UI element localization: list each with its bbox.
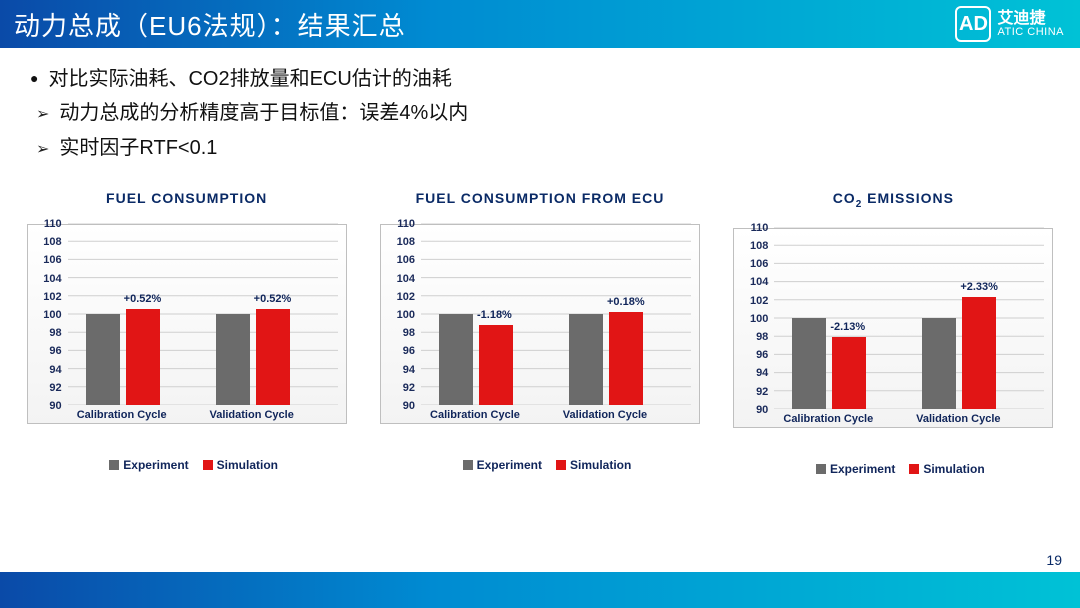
- y-tick-label: 102: [385, 291, 415, 303]
- y-tick-label: 100: [385, 309, 415, 321]
- y-tick-label: 110: [385, 218, 415, 230]
- bullet-item: 动力总成的分析精度高于目标值：误差4%以内: [30, 96, 468, 130]
- chart: FUEL CONSUMPTION FROM ECU 90 92 94 96 98 100 10…: [370, 190, 710, 476]
- bar-simulation: [609, 312, 643, 405]
- bullet-item: 实时因子RTF<0.1: [30, 131, 468, 165]
- plot-inner: +0.52%Calibration Cycle+0.52%Validation …: [68, 225, 338, 405]
- logo: AD 艾迪捷 ATIC CHINA: [955, 6, 1064, 42]
- y-tick-label: 108: [32, 236, 62, 248]
- y-tick-label: 100: [738, 313, 768, 325]
- x-category-label: Calibration Cycle: [415, 409, 535, 421]
- y-tick-label: 98: [738, 331, 768, 343]
- x-category-label: Calibration Cycle: [768, 413, 888, 425]
- chart: FUEL CONSUMPTION 90 92 94 96 98 100 102 104 106 10…: [17, 190, 357, 476]
- logo-text: 艾迪捷 ATIC CHINA: [997, 11, 1064, 38]
- y-tick-label: 90: [32, 400, 62, 412]
- y-tick-label: 90: [738, 404, 768, 416]
- legend-label-simulation: Simulation: [570, 458, 631, 472]
- y-tick-label: 96: [32, 345, 62, 357]
- legend-label-simulation: Simulation: [217, 458, 278, 472]
- x-category-label: Validation Cycle: [898, 413, 1018, 425]
- chart-title: FUEL CONSUMPTION: [17, 190, 357, 206]
- bar-experiment: [922, 318, 956, 409]
- bar-experiment: [792, 318, 826, 409]
- legend-swatch-simulation: [556, 460, 566, 470]
- y-tick-label: 92: [738, 386, 768, 398]
- chart-title: FUEL CONSUMPTION FROM ECU: [370, 190, 710, 206]
- y-tick-label: 92: [32, 382, 62, 394]
- y-tick-label: 96: [385, 345, 415, 357]
- bullet-list: 对比实际油耗、CO2排放量和ECU估计的油耗 动力总成的分析精度高于目标值：误差…: [30, 62, 468, 165]
- y-tick-label: 106: [738, 258, 768, 270]
- plot-area: 9092949698100102104106108110+0.52%Calibr…: [27, 224, 347, 424]
- y-tick-label: 98: [32, 327, 62, 339]
- legend-label-experiment: Experiment: [123, 458, 188, 472]
- page-number: 19: [1046, 552, 1062, 568]
- y-tick-label: 100: [32, 309, 62, 321]
- bar-simulation: [126, 309, 160, 405]
- legend-label-experiment: Experiment: [830, 462, 895, 476]
- bar-experiment: [216, 314, 250, 405]
- y-tick-label: 104: [738, 276, 768, 288]
- y-tick-label: 102: [738, 295, 768, 307]
- y-tick-label: 108: [385, 236, 415, 248]
- plot-area: 9092949698100102104106108110-2.13%Calibr…: [733, 228, 1053, 428]
- y-tick-label: 102: [32, 291, 62, 303]
- chart-title: CO2 EMISSIONS: [723, 190, 1063, 210]
- y-tick-label: 104: [385, 273, 415, 285]
- x-category-label: Calibration Cycle: [62, 409, 182, 421]
- charts-row: FUEL CONSUMPTION 90 92 94 96 98 100 102 104 106 10…: [0, 190, 1080, 476]
- delta-annotation: +2.33%: [960, 281, 998, 293]
- chart: CO2 EMISSIONS 90 92 94 96 98 100 102 104 106 108 11…: [723, 190, 1063, 476]
- y-tick-label: 94: [738, 367, 768, 379]
- legend-swatch-experiment: [463, 460, 473, 470]
- y-tick-label: 108: [738, 240, 768, 252]
- legend: Experiment Simulation: [17, 458, 357, 472]
- title-bar: 动力总成（EU6法规）：结果汇总 AD 艾迪捷 ATIC CHINA: [0, 0, 1080, 48]
- bar-experiment: [569, 314, 603, 405]
- logo-mark-icon: AD: [955, 6, 991, 42]
- bar-simulation: [832, 337, 866, 409]
- legend-swatch-experiment: [816, 464, 826, 474]
- bullet-item: 对比实际油耗、CO2排放量和ECU估计的油耗: [30, 62, 468, 96]
- y-tick-label: 106: [385, 254, 415, 266]
- bar-experiment: [86, 314, 120, 405]
- x-category-label: Validation Cycle: [545, 409, 665, 421]
- legend: Experiment Simulation: [723, 462, 1063, 476]
- bar-simulation: [479, 325, 513, 405]
- y-tick-label: 106: [32, 254, 62, 266]
- plot-inner: -1.18%Calibration Cycle+0.18%Validation …: [421, 225, 691, 405]
- y-tick-label: 94: [385, 364, 415, 376]
- delta-annotation: +0.52%: [124, 293, 162, 305]
- legend-swatch-simulation: [909, 464, 919, 474]
- legend-label-simulation: Simulation: [923, 462, 984, 476]
- footer-bar: [0, 572, 1080, 608]
- bar-experiment: [439, 314, 473, 405]
- plot-area: 9092949698100102104106108110-1.18%Calibr…: [380, 224, 700, 424]
- plot-inner: -2.13%Calibration Cycle+2.33%Validation …: [774, 229, 1044, 409]
- delta-annotation: -2.13%: [830, 321, 865, 333]
- legend: Experiment Simulation: [370, 458, 710, 472]
- y-tick-label: 92: [385, 382, 415, 394]
- page-title: 动力总成（EU6法规）：结果汇总: [14, 6, 406, 43]
- logo-cn: 艾迪捷: [997, 11, 1064, 27]
- logo-en: ATIC CHINA: [997, 27, 1064, 38]
- y-tick-label: 104: [32, 273, 62, 285]
- y-tick-label: 98: [385, 327, 415, 339]
- delta-annotation: +0.18%: [607, 296, 645, 308]
- y-tick-label: 110: [32, 218, 62, 230]
- bar-simulation: [256, 309, 290, 405]
- y-tick-label: 90: [385, 400, 415, 412]
- legend-swatch-simulation: [203, 460, 213, 470]
- y-tick-label: 94: [32, 364, 62, 376]
- x-category-label: Validation Cycle: [192, 409, 312, 421]
- bar-simulation: [962, 297, 996, 409]
- y-tick-label: 110: [738, 222, 768, 234]
- delta-annotation: +0.52%: [254, 293, 292, 305]
- legend-label-experiment: Experiment: [477, 458, 542, 472]
- delta-annotation: -1.18%: [477, 309, 512, 321]
- y-tick-label: 96: [738, 349, 768, 361]
- legend-swatch-experiment: [109, 460, 119, 470]
- slide: 动力总成（EU6法规）：结果汇总 AD 艾迪捷 ATIC CHINA 对比实际油…: [0, 0, 1080, 608]
